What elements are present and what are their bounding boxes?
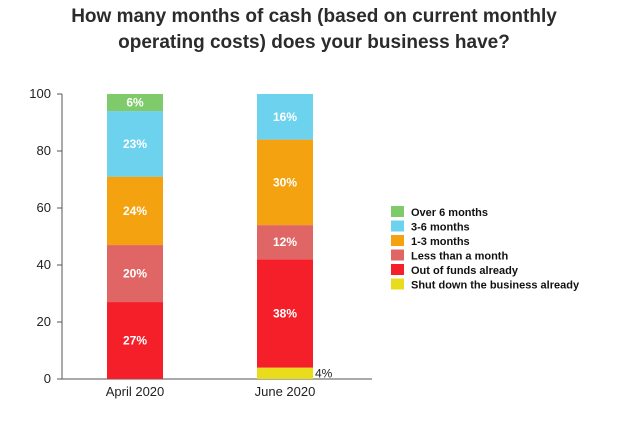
legend-label: 3-6 months [411,222,470,234]
legend-swatch [391,220,404,232]
chart-title-line-2: operating costs) does your business have… [118,32,510,53]
bar-segment [107,176,163,246]
y-tick-label: 40 [37,257,51,272]
chart-title: How many months of cash (based on curren… [0,4,628,56]
bar-segment [107,245,163,303]
bar-data-label: 16% [273,110,297,124]
bar-segment [257,225,313,260]
legend-label: Less than a month [411,251,508,263]
legend-label: Shut down the business already [411,280,580,292]
y-tick-label: 100 [29,86,51,101]
legend-label: Out of funds already [411,265,519,277]
bar-segment [257,367,313,379]
chart-legend: Over 6 months 3-6 months 1-3 months Less th… [391,206,580,292]
bar-data-label: 4% [315,366,333,380]
bar-data-label: 27% [123,334,147,348]
y-tick-label: 60 [37,200,51,215]
bar-segment [257,139,313,226]
y-tick-label: 20 [37,314,51,329]
bar-segment [107,111,163,177]
bar-data-label: 23% [123,137,147,151]
legend-label: Over 6 months [411,207,488,219]
chart-title-line-1: How many months of cash (based on curren… [71,6,557,27]
x-tick-label: April 2020 [106,384,165,399]
chart-bars: 27% 20% 24% 23% 6% 4% 38% 12% 30% 16% [107,94,333,380]
legend-swatch [391,249,404,261]
bar-data-label: 38% [273,306,297,320]
bar-data-label: 20% [123,267,147,281]
bar-data-label: 12% [273,235,297,249]
x-tick-label: June 2020 [255,384,316,399]
bar-segment [107,94,163,112]
legend-label: 1-3 months [411,236,470,248]
legend-swatch [391,235,404,246]
bar-segment [107,302,163,379]
legend-swatch [391,206,404,217]
y-tick-label: 0 [44,371,51,386]
bar-data-label: 30% [273,175,297,189]
legend-swatch [391,264,404,275]
chart-axes: 0 20 40 60 80 100 April 2020 June 2020 [29,86,372,399]
legend-swatch [391,278,404,290]
bar-segment [257,94,313,140]
bar-segment [257,259,313,368]
y-tick-label: 80 [37,143,51,158]
bar-data-label: 24% [123,204,147,218]
bar-data-label: 6% [126,96,144,110]
